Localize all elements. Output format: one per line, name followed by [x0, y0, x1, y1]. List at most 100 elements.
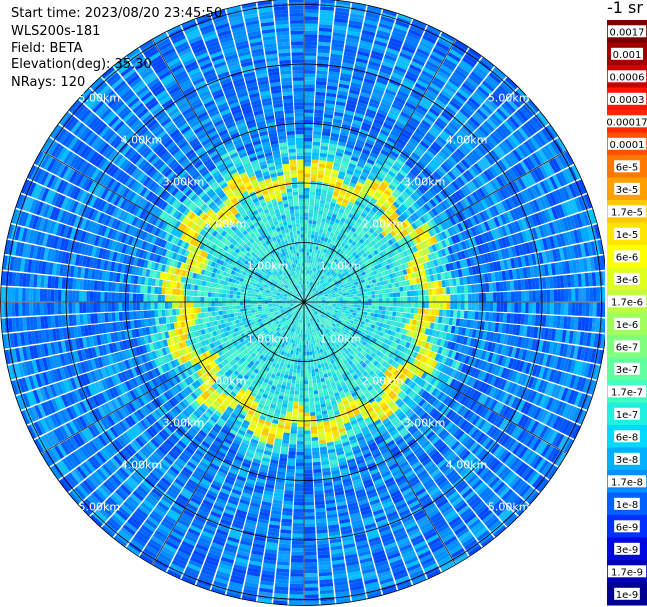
range-gate: [362, 274, 368, 279]
range-gate: [304, 84, 315, 89]
range-gate: [335, 101, 346, 107]
range-gate: [330, 252, 335, 257]
range-gate: [322, 282, 327, 287]
range-gate: [390, 267, 396, 274]
range-gate: [543, 145, 554, 159]
range-gate: [304, 252, 307, 256]
range-gate: [474, 311, 479, 320]
range-gate: [366, 312, 371, 316]
range-gate: [327, 190, 334, 195]
range-gate: [304, 298, 305, 302]
range-gate: [313, 279, 317, 284]
range-gate: [524, 101, 537, 115]
range-gate: [567, 302, 572, 316]
range-gate: [442, 61, 455, 72]
range-gate: [525, 156, 536, 170]
range-gate: [495, 87, 508, 100]
range-gate: [342, 295, 347, 298]
range-gate: [504, 198, 513, 210]
range-gate: [350, 266, 355, 271]
range-gate: [307, 263, 310, 267]
range-gate: [306, 273, 309, 278]
range-gate: [314, 400, 320, 405]
range-gate: [366, 288, 371, 292]
range-gate: [320, 145, 329, 151]
range-gate: [310, 184, 316, 189]
range-gate: [504, 170, 514, 182]
range-gate: [516, 109, 529, 122]
range-gate: [442, 211, 450, 220]
ray: [304, 66, 507, 302]
range-gate: [342, 257, 347, 262]
range-gate: [434, 205, 442, 215]
range-gate: [364, 181, 372, 188]
range-gate: [513, 164, 524, 177]
range-gate: [400, 111, 411, 120]
range-gate: [486, 168, 496, 179]
range-gate: [361, 302, 365, 305]
range-gate: [314, 397, 320, 402]
range-gate: [418, 207, 426, 216]
range-gate: [318, 27, 332, 33]
range-gate: [328, 299, 333, 301]
range-gate: [345, 279, 350, 283]
range-gate: [367, 5, 382, 13]
range-gate: [368, 132, 378, 139]
range-gate: [345, 192, 352, 198]
range-gate: [409, 214, 417, 222]
range-gate: [346, 261, 352, 266]
range-gate: [347, 268, 352, 273]
range-gate: [491, 113, 503, 125]
range-gate: [350, 296, 354, 300]
range-gate: [432, 47, 447, 58]
range-gate: [374, 36, 389, 44]
range-gate: [311, 347, 315, 352]
range-gate: [445, 197, 454, 207]
range-gate: [381, 166, 390, 173]
range-gate: [548, 192, 557, 206]
range-gate: [425, 178, 434, 187]
range-gate: [504, 138, 515, 151]
range-gate: [319, 284, 323, 288]
range-gate: [435, 288, 440, 295]
range-gate: [382, 163, 392, 170]
range-gate: [439, 257, 446, 265]
range-gate: [311, 170, 318, 175]
range-gate: [307, 293, 311, 297]
range-gate: [490, 92, 503, 105]
range-gate: [327, 154, 335, 159]
range-gate: [585, 287, 590, 302]
range-gate: [324, 222, 330, 228]
range-gate: [395, 62, 408, 71]
range-gate: [457, 201, 465, 211]
range-gate: [415, 51, 429, 60]
range-gate: [483, 183, 493, 195]
range-gate: [417, 44, 432, 54]
range-gate: [413, 149, 423, 158]
range-gate: [412, 191, 421, 199]
range-gate: [314, 105, 324, 111]
range-gate: [367, 276, 372, 281]
range-gate: [536, 167, 546, 180]
ray: [304, 77, 518, 302]
range-gate: [304, 273, 306, 277]
range-gate: [304, 9, 319, 14]
range-gate: [323, 117, 333, 123]
range-gate: [426, 164, 435, 173]
range-gate: [335, 305, 340, 308]
range-gate: [342, 306, 347, 309]
range-gate: [314, 284, 318, 289]
range-gate: [399, 291, 404, 297]
range-gate: [541, 128, 553, 142]
range-gate: [315, 98, 325, 104]
range-gate: [304, 102, 314, 106]
range-gate: [332, 279, 337, 283]
range-gate: [337, 278, 341, 283]
range-gate: [418, 250, 424, 257]
range-gate: [305, 269, 308, 274]
range-gate: [432, 141, 443, 151]
range-gate: [304, 91, 315, 96]
range-gate: [310, 340, 313, 345]
range-gate: [381, 230, 388, 237]
range-gate: [382, 306, 386, 311]
